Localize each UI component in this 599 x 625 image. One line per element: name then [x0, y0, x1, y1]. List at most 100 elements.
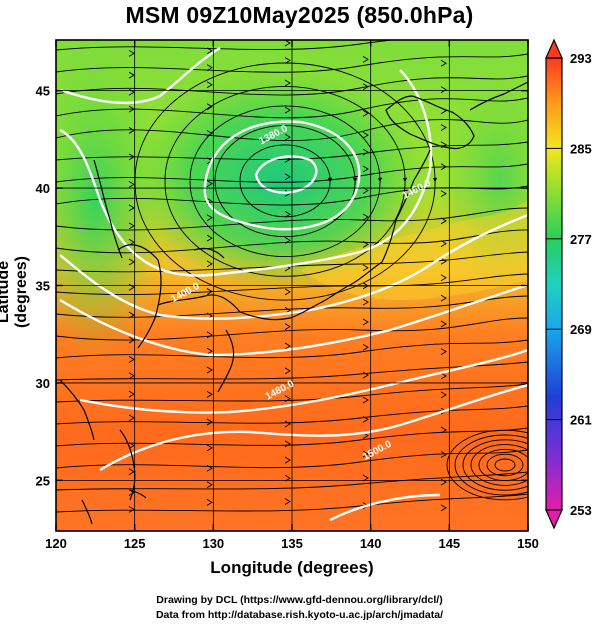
streamline-vortex [214, 124, 358, 238]
streamline-arrow [206, 260, 213, 268]
streamline-arrow [441, 33, 446, 39]
streamline-arrow [206, 481, 213, 489]
streamline-arrow [284, 498, 291, 505]
streamline [56, 273, 528, 295]
streamline-arrow [284, 440, 291, 448]
streamline [56, 339, 528, 359]
streamline-arrow [362, 415, 369, 423]
streamline-arrow [440, 217, 447, 225]
y-tick-label: 40 [36, 181, 50, 196]
streamline-arrow [206, 347, 213, 355]
footer-credit-data: Data from http://database.rish.kyoto-u.a… [155, 609, 444, 621]
cold-west-region [56, 40, 165, 360]
streamline-arrow [440, 190, 447, 197]
streamline-arrow [440, 257, 447, 265]
streamline-arrow [284, 420, 291, 428]
x-tick-label: 125 [124, 536, 146, 551]
streamline-arrow [206, 64, 213, 72]
streamline-arrow [440, 59, 447, 67]
streamline-arrow [362, 83, 369, 91]
streamline-arrow [362, 131, 369, 139]
x-tick-label: 135 [281, 536, 303, 551]
streamline-arrow [128, 336, 135, 344]
colorbar-top-arrow [545, 38, 563, 59]
streamline [56, 163, 528, 183]
streamline-anticyclone [486, 453, 524, 477]
streamline-arrow [284, 395, 291, 402]
streamline-arrow [206, 464, 213, 472]
streamline-arrow [362, 264, 369, 272]
streamline [56, 185, 528, 206]
colorbar-tick-label: 253 [570, 503, 592, 518]
streamline-arrow [362, 213, 369, 221]
streamline-arrow [206, 499, 213, 506]
streamline-arrow [362, 241, 369, 248]
footer-credit-drawing: Drawing by DCL (https://www.gfd-dennou.o… [156, 594, 443, 606]
streamline [56, 471, 528, 491]
streamline-arrow [206, 130, 213, 137]
streamline-arrow [284, 133, 291, 141]
x-tick-label: 120 [45, 536, 67, 551]
streamline-arrow [128, 204, 135, 212]
y-tick-label: 45 [36, 84, 50, 99]
streamline-arrow [362, 165, 369, 173]
streamline-arrow [206, 331, 213, 339]
streamline-anticyclone [446, 429, 528, 501]
streamline-arrow [206, 180, 213, 188]
streamline [56, 361, 528, 381]
streamline-arrow [128, 505, 135, 513]
streamline-arrow [128, 222, 135, 230]
streamline-arrow [363, 33, 368, 39]
streamline-anticyclone [454, 434, 528, 496]
streamline-arrow [440, 372, 447, 380]
streamline-arrow [440, 504, 447, 512]
streamline-arrow [440, 294, 447, 302]
streamline-anticyclone [494, 458, 516, 472]
colorbar-tick-label: 293 [570, 51, 592, 66]
streamline-arrow [206, 81, 213, 89]
streamline-arrow [284, 342, 291, 350]
streamline-arrow [128, 49, 135, 57]
streamline-arrow [206, 390, 213, 398]
streamline-arrow [206, 366, 213, 374]
streamline-arrow [440, 240, 447, 247]
x-tick-label: 145 [438, 536, 460, 551]
streamline-arrow [128, 390, 135, 398]
streamline-arrow [128, 71, 135, 79]
streamline-vortex [164, 85, 408, 277]
x-tick-label: 150 [517, 536, 539, 551]
streamline [56, 449, 528, 469]
streamline-arrow [362, 298, 369, 306]
streamline-arrow [284, 288, 291, 296]
streamline-arrow [128, 127, 135, 134]
cold-core-region [130, 70, 430, 290]
streamline-arrow [206, 444, 213, 452]
streamline-arrow [206, 418, 213, 426]
streamline-anticyclone [470, 444, 528, 486]
streamline-arrow [284, 323, 291, 331]
streamline-arrow [284, 237, 291, 244]
streamline-arrow [362, 110, 369, 117]
streamline-arrow [284, 79, 291, 87]
streamline-vortex [189, 105, 383, 258]
streamline-arrow [128, 356, 135, 363]
streamline-arrow [284, 57, 291, 64]
streamline [56, 251, 528, 273]
streamline [56, 97, 528, 119]
streamline-arrow [440, 163, 447, 171]
streamline-arrow [440, 451, 447, 458]
streamline-arrow [206, 47, 213, 55]
streamline [56, 53, 528, 73]
colorbar-tick-label: 261 [570, 413, 592, 428]
streamline-arrow [128, 414, 135, 422]
y-tick-label: 30 [36, 376, 50, 391]
colorbar-tick-label: 285 [570, 141, 592, 156]
streamline [56, 119, 528, 142]
streamline-arrow [284, 173, 291, 181]
y-tick-label: 35 [36, 279, 50, 294]
streamline-arrow [440, 320, 447, 328]
streamline-arrow [128, 180, 135, 188]
x-tick-label: 130 [202, 536, 224, 551]
streamline-arrow [440, 426, 447, 434]
streamline-arrow [128, 442, 135, 449]
